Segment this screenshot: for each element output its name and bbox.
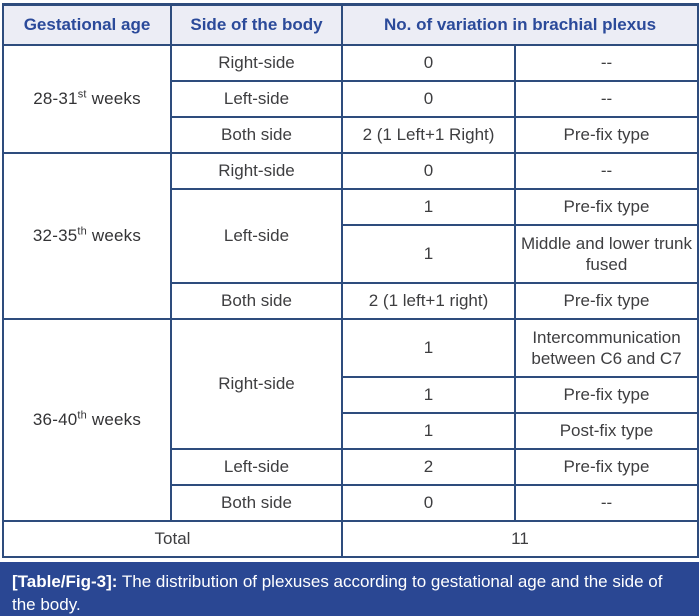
age-unit: weeks — [86, 410, 142, 430]
side-cell: Right-side — [170, 44, 343, 82]
age-superscript: th — [77, 409, 87, 422]
table-row: Left-side 0 -- — [3, 80, 699, 118]
age-text: 32-35 — [32, 226, 78, 246]
caption-label: [Table/Fig-3]: — [12, 572, 118, 591]
distribution-table: Gestational age Side of the body No. of … — [2, 3, 699, 558]
header-side-of-body: Side of the body — [170, 3, 343, 46]
count-cell: 0 — [341, 44, 516, 82]
type-cell: Pre-fix type — [514, 448, 699, 486]
header-row: Gestational age Side of the body No. of … — [2, 3, 699, 46]
side-cell: Both side — [170, 282, 343, 320]
type-cell: Pre-fix type — [514, 116, 699, 154]
age-cell-36-40: 36-40th weeks — [2, 318, 172, 522]
count-cell: 2 — [341, 448, 516, 486]
caption-text: The distribution of plexuses according t… — [12, 572, 663, 614]
total-value: 11 — [341, 520, 699, 558]
side-cell: Left-side — [170, 448, 343, 486]
type-cell: -- — [514, 80, 699, 118]
table-row: Both side 2 (1 left+1 right) Pre-fix typ… — [3, 282, 699, 320]
count-cell: 1 — [341, 188, 516, 226]
side-cell: Left-side — [170, 188, 343, 284]
count-cell: 0 — [341, 484, 516, 522]
header-variation: No. of variation in brachial plexus — [341, 3, 699, 46]
table-row: 1 Post-fix type — [3, 412, 699, 450]
type-cell: Intercommunication between C6 and C7 — [514, 318, 699, 378]
table-row: Left-side 1 Pre-fix type — [3, 188, 699, 284]
type-cell: Pre-fix type — [514, 188, 699, 226]
type-cell: Pre-fix type — [514, 282, 699, 320]
count-cell: 0 — [341, 80, 516, 118]
age-text: 36-40 — [32, 410, 78, 430]
table-row: 1 Middle and lower trunk fused — [3, 224, 699, 284]
count-cell: 1 — [341, 224, 516, 284]
table-row: 28-31st weeks Right-side 0 -- — [2, 44, 699, 154]
age-unit: weeks — [86, 226, 142, 246]
type-cell: -- — [514, 44, 699, 82]
table-row: Both side 2 (1 Left+1 Right) Pre-fix typ… — [3, 116, 699, 154]
total-row: Total 11 — [2, 520, 699, 558]
side-cell: Left-side — [170, 80, 343, 118]
count-cell: 2 (1 left+1 right) — [341, 282, 516, 320]
side-cell: Both side — [170, 484, 343, 522]
count-cell: 2 (1 Left+1 Right) — [341, 116, 516, 154]
type-cell: Post-fix type — [514, 412, 699, 450]
side-cell: Right-side — [170, 318, 343, 450]
header-gestational-age: Gestational age — [2, 3, 172, 46]
age-cell-32-35: 32-35th weeks — [2, 152, 172, 320]
count-cell: 1 — [341, 412, 516, 450]
age-superscript: th — [77, 225, 87, 238]
type-cell: Pre-fix type — [514, 376, 699, 414]
table-row: 32-35th weeks Right-side 0 -- — [2, 152, 699, 320]
type-cell: Middle and lower trunk fused — [514, 224, 699, 284]
type-cell: -- — [514, 484, 699, 522]
age-text: 28-31 — [33, 89, 78, 109]
count-cell: 1 — [341, 318, 516, 378]
total-label: Total — [2, 520, 343, 558]
table-row: 1 Pre-fix type — [3, 376, 699, 414]
count-cell: 1 — [341, 376, 516, 414]
table-row: 36-40th weeks Right-side 1 Intercommunic… — [2, 318, 699, 522]
age-superscript: st — [77, 88, 87, 101]
count-cell: 0 — [341, 152, 516, 190]
type-cell: -- — [514, 152, 699, 190]
table-row: Both side 0 -- — [3, 484, 699, 522]
age-unit: weeks — [86, 89, 141, 109]
table-row: Left-side 2 Pre-fix type — [3, 448, 699, 486]
side-cell: Right-side — [170, 152, 343, 190]
side-cell: Both side — [170, 116, 343, 154]
table-caption: [Table/Fig-3]: The distribution of plexu… — [0, 562, 699, 616]
age-cell-28-31: 28-31st weeks — [2, 44, 172, 154]
